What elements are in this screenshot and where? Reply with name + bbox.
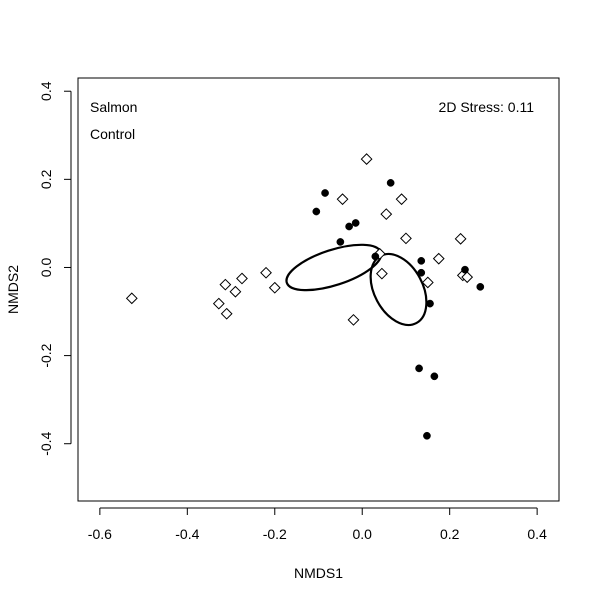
control-point [336, 193, 349, 206]
y-axis-label: NMDS2 [5, 265, 21, 314]
control-point [400, 232, 412, 245]
x-tick-label: -0.6 [88, 526, 112, 542]
salmon-point [461, 265, 469, 274]
salmon-point [386, 179, 395, 187]
salmon-point [426, 299, 434, 308]
control-point [454, 232, 467, 245]
control-point [260, 266, 272, 279]
x-tick-label: -0.4 [175, 526, 199, 542]
x-tick-label: 0.2 [440, 526, 460, 542]
control-point [421, 276, 434, 289]
control-point [220, 307, 233, 320]
series-control [125, 153, 474, 326]
y-tick-label: -0.4 [38, 431, 54, 455]
x-tick-label: 0.0 [352, 526, 372, 542]
legend-label-salmon: Salmon [90, 99, 137, 115]
plot-area-frame [77, 77, 560, 502]
salmon-point [312, 207, 321, 216]
control-point [395, 193, 408, 206]
salmon-point [345, 222, 353, 231]
salmon-point [415, 364, 423, 373]
x-axis-label: NMDS1 [294, 565, 343, 581]
x-tick-label: 0.4 [527, 526, 547, 542]
x-axis: -0.6 -0.4 -0.2 0.0 0.2 0.4 [88, 507, 547, 542]
ellipses [285, 243, 428, 327]
salmon-point [430, 372, 439, 381]
salmon-point [423, 431, 431, 440]
control-point [125, 292, 138, 305]
y-tick-label: 0.4 [38, 81, 54, 101]
control-point [375, 267, 388, 280]
salmon-point [417, 268, 426, 277]
control-point [360, 153, 373, 165]
salmon-point [321, 189, 329, 197]
salmon-point [371, 252, 380, 261]
control-point [229, 285, 242, 298]
y-tick-label: 0.0 [38, 258, 54, 278]
ellipse-1 [285, 243, 383, 292]
ellipse-2 [369, 252, 428, 327]
y-tick-label: 0.2 [38, 169, 54, 189]
control-point [236, 272, 248, 285]
y-axis: -0.4 -0.2 0.0 0.2 0.4 [38, 81, 72, 456]
control-point [219, 278, 232, 291]
x-tick-label: -0.2 [263, 526, 287, 542]
control-point [212, 297, 225, 310]
control-point [347, 313, 360, 326]
control-point [432, 252, 445, 265]
salmon-point [417, 257, 426, 265]
salmon-point [476, 283, 485, 291]
legend-label-control: Control [90, 126, 135, 142]
control-point [380, 208, 393, 221]
salmon-point [351, 219, 360, 227]
series-salmon [312, 179, 485, 440]
salmon-point [336, 238, 345, 246]
stress-label: 2D Stress: 0.11 [439, 99, 535, 115]
control-point [461, 271, 474, 284]
control-point [268, 281, 281, 294]
y-tick-label: -0.2 [38, 343, 54, 367]
